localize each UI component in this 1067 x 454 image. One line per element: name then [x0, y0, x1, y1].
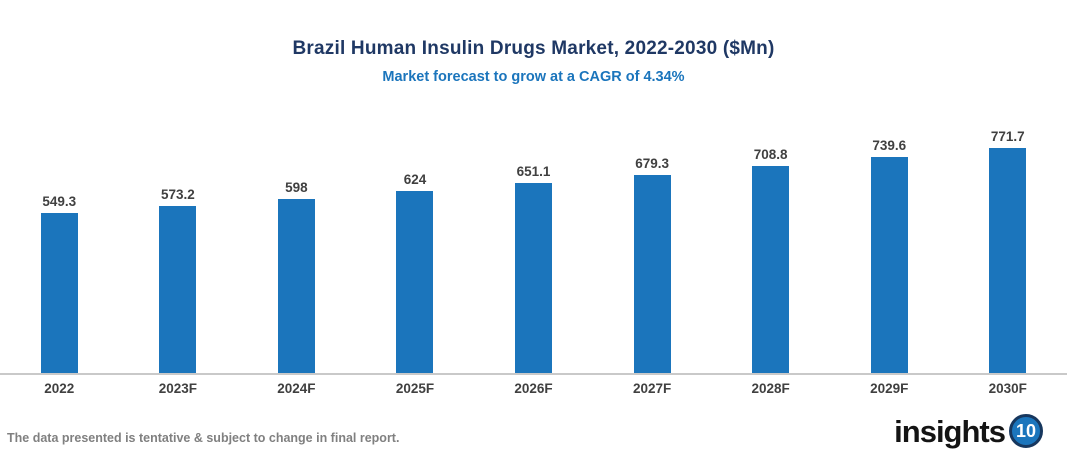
- bar-group: 573.2: [119, 187, 238, 373]
- chart-header: Brazil Human Insulin Drugs Market, 2022-…: [0, 38, 1067, 85]
- logo-badge-10: 10: [1009, 414, 1043, 448]
- bar-group: 598: [237, 180, 356, 373]
- bar-group: 708.8: [711, 147, 830, 373]
- bar-value-label: 651.1: [516, 164, 551, 180]
- bar-value-label: 708.8: [753, 147, 788, 163]
- bar-chart: 549.3 573.2 598 624 651.1 679.3 708.8 739.6 771.…: [0, 120, 1067, 396]
- bar: [752, 166, 790, 373]
- x-axis-label: 2026F: [514, 381, 553, 396]
- x-axis-label: 2029F: [870, 381, 909, 396]
- bar: [40, 212, 78, 373]
- bar: [277, 198, 315, 373]
- x-axis-label: 2025F: [395, 381, 435, 396]
- bar-group: 651.1: [474, 164, 593, 373]
- insights10-logo: insights 10: [894, 414, 1043, 448]
- bars-row: 549.3 573.2 598 624 651.1 679.3 708.8 739.6 771.…: [0, 120, 1067, 373]
- bar-value-label: 549.3: [42, 193, 77, 209]
- bar: [633, 174, 671, 373]
- x-axis-label: 2023F: [158, 381, 197, 396]
- chart-title: Brazil Human Insulin Drugs Market, 2022-…: [292, 38, 775, 59]
- bar-group: 771.7: [949, 129, 1067, 373]
- logo-wordmark: insights: [894, 413, 1006, 449]
- bar-value-label: 771.7: [990, 129, 1025, 144]
- x-axis-label: 2028F: [751, 381, 790, 396]
- bar-value-label: 739.6: [872, 138, 907, 154]
- chart-subtitle: Market forecast to grow at a CAGR of 4.3…: [382, 69, 685, 85]
- x-axis-labels-row: 2022 2023F 2024F 2025F 2026F 2027F 2028F 2029F 2…: [0, 381, 1067, 396]
- x-axis-label: 2027F: [632, 381, 672, 396]
- x-axis-label: 2024F: [277, 381, 316, 396]
- bar: [159, 205, 197, 373]
- bar-group: 624: [356, 172, 475, 373]
- bar-value-label: 573.2: [160, 186, 195, 202]
- x-axis-label: 2030F: [988, 381, 1027, 396]
- bar: [989, 148, 1027, 373]
- bar-value-label: 598: [285, 179, 308, 195]
- bar: [870, 157, 908, 373]
- bar-group: 549.3: [0, 194, 119, 373]
- disclaimer-text: The data presented is tentative & subjec…: [7, 431, 400, 445]
- bar-group: 679.3: [593, 156, 712, 373]
- bar: [396, 191, 434, 373]
- bar-value-label: 624: [403, 172, 427, 188]
- bar-group: 739.6: [830, 138, 949, 373]
- bar: [515, 183, 553, 373]
- bar-value-label: 679.3: [635, 155, 669, 171]
- x-axis-label: 2022: [44, 381, 75, 396]
- x-axis-line: [0, 373, 1067, 375]
